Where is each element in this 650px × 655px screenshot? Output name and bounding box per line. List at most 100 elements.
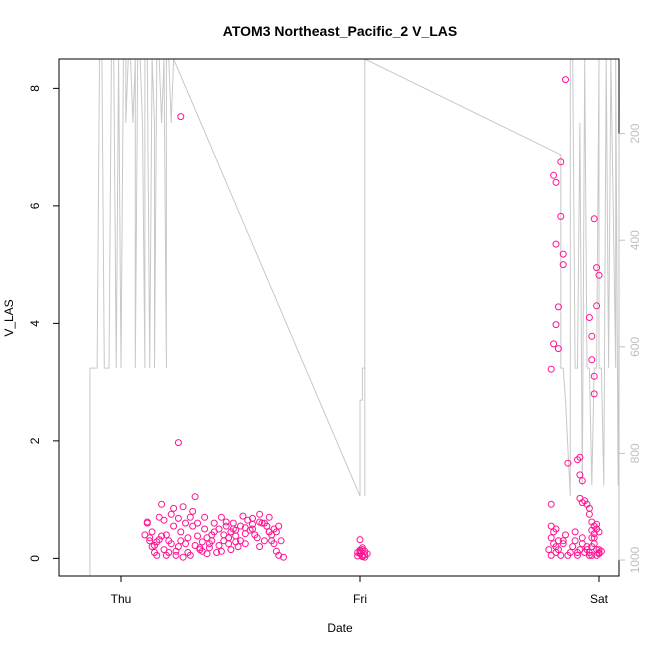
data-point bbox=[174, 439, 182, 447]
data-point bbox=[557, 158, 565, 166]
data-point bbox=[571, 528, 579, 536]
data-point bbox=[260, 537, 268, 545]
x-axis: Thu Fri Sat bbox=[111, 575, 609, 606]
data-point bbox=[590, 372, 598, 380]
data-point bbox=[590, 540, 598, 548]
x-tick-label: Sat bbox=[590, 592, 609, 606]
data-point bbox=[172, 547, 180, 555]
data-point bbox=[177, 113, 185, 121]
data-point bbox=[244, 516, 252, 524]
data-point bbox=[256, 543, 264, 551]
data-point bbox=[552, 178, 560, 186]
data-point bbox=[179, 553, 187, 561]
data-point bbox=[588, 534, 596, 542]
data-point bbox=[210, 519, 218, 527]
data-point bbox=[585, 551, 593, 559]
data-point bbox=[356, 536, 364, 544]
data-point bbox=[576, 453, 584, 461]
data-point bbox=[574, 551, 581, 559]
data-point bbox=[356, 546, 364, 554]
y2-tick-label: 200 bbox=[628, 123, 642, 143]
data-point bbox=[256, 518, 264, 526]
data-point bbox=[559, 250, 567, 258]
data-point bbox=[225, 534, 233, 542]
data-point bbox=[354, 552, 362, 560]
data-point bbox=[201, 513, 209, 521]
data-point bbox=[595, 528, 603, 536]
data-point bbox=[593, 520, 601, 528]
data-point bbox=[215, 525, 223, 533]
data-point bbox=[203, 550, 211, 558]
data-point bbox=[554, 345, 562, 353]
data-point bbox=[191, 493, 199, 501]
y-axis-label: V_LAS bbox=[2, 299, 16, 336]
data-point bbox=[583, 543, 591, 551]
data-point bbox=[275, 551, 283, 559]
data-point bbox=[550, 340, 558, 348]
data-point bbox=[165, 549, 173, 556]
y2-tick-label: 800 bbox=[628, 443, 642, 463]
data-point bbox=[593, 302, 601, 310]
data-point bbox=[227, 528, 235, 536]
chart-title: ATOM3 Northeast_Pacific_2 V_LAS bbox=[223, 23, 457, 39]
data-point bbox=[595, 550, 603, 558]
data-point bbox=[578, 499, 586, 507]
y-tick-label: 0 bbox=[28, 555, 42, 562]
data-point bbox=[547, 534, 555, 542]
data-point bbox=[143, 518, 151, 526]
data-point bbox=[239, 512, 247, 520]
data-point bbox=[590, 215, 598, 223]
data-point bbox=[552, 321, 560, 329]
data-point bbox=[547, 365, 555, 373]
x-tick-label: Thu bbox=[111, 592, 132, 606]
data-point bbox=[146, 534, 154, 542]
data-point bbox=[576, 471, 584, 479]
data-point bbox=[146, 537, 154, 545]
data-point bbox=[184, 534, 192, 542]
data-point bbox=[559, 261, 567, 269]
data-point bbox=[557, 212, 565, 220]
data-point bbox=[574, 456, 581, 464]
data-point bbox=[571, 537, 579, 545]
data-point bbox=[160, 516, 168, 524]
data-point bbox=[208, 537, 216, 545]
data-point bbox=[153, 551, 161, 559]
y-tick-label: 6 bbox=[28, 202, 42, 209]
data-point bbox=[272, 547, 280, 555]
data-point bbox=[585, 314, 593, 321]
data-point bbox=[167, 510, 175, 518]
data-point bbox=[158, 532, 166, 540]
x-tick-label: Fri bbox=[353, 592, 367, 606]
y-tick-label: 2 bbox=[28, 437, 42, 444]
data-point bbox=[554, 546, 562, 554]
data-point bbox=[595, 271, 603, 279]
data-point bbox=[215, 542, 223, 549]
data-point bbox=[554, 303, 562, 311]
data-point bbox=[170, 522, 178, 530]
data-point bbox=[550, 171, 558, 179]
data-point bbox=[237, 522, 244, 530]
data-point bbox=[564, 551, 572, 559]
data-point bbox=[588, 526, 596, 534]
data-point bbox=[552, 525, 560, 533]
data-point bbox=[217, 513, 225, 521]
data-point bbox=[201, 525, 209, 533]
data-point bbox=[232, 532, 240, 540]
data-point bbox=[182, 519, 189, 527]
data-point bbox=[241, 540, 249, 548]
data-point bbox=[585, 510, 593, 518]
data-point bbox=[578, 534, 586, 542]
data-point bbox=[559, 537, 567, 545]
data-point bbox=[363, 550, 371, 558]
data-point bbox=[547, 500, 555, 508]
y-axis-right: 200 400 600 800 1000 bbox=[618, 123, 642, 573]
data-point bbox=[234, 543, 242, 551]
x-axis-label: Date bbox=[327, 621, 353, 635]
data-point bbox=[562, 531, 569, 539]
data-point bbox=[213, 549, 221, 556]
data-point bbox=[552, 240, 560, 248]
data-point bbox=[241, 524, 249, 532]
data-point bbox=[277, 537, 285, 545]
